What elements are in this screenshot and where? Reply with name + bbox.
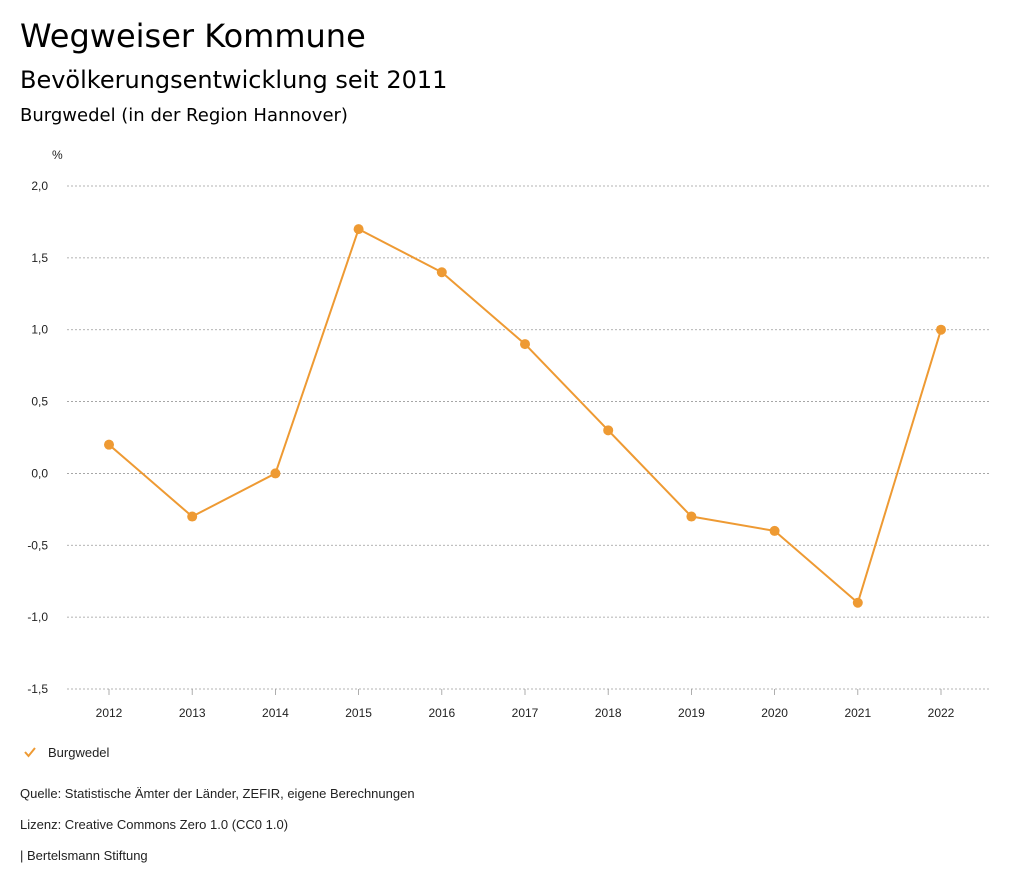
data-point-2013[interactable] [187,511,198,522]
source-text: Quelle: Statistische Ämter der Länder, Z… [20,786,415,801]
y-tick-label: 0,0 [31,466,48,480]
x-tick-label: 2021 [844,706,871,720]
y-tick-label: -1,5 [27,682,48,696]
y-tick-label: -1,0 [27,610,48,624]
license-text: Lizenz: Creative Commons Zero 1.0 (CC0 1… [20,817,289,832]
data-point-2015[interactable] [353,224,364,235]
x-axis-ticks: 2012 2013 2014 2015 2016 2017 2018 2019 2020 2021… [96,689,955,720]
x-tick-label: 2015 [345,706,372,720]
region-label: Burgwedel (in der Region Hannover) [20,105,348,126]
data-point-2017[interactable] [520,339,530,350]
data-point-2021[interactable] [852,597,863,608]
y-axis-ticks: 2,0 1,5 1,0 0,5 0,0 -0,5 -1,0 -1,5 [27,179,48,696]
x-tick-label: 2017 [512,706,539,720]
y-tick-label: -0,5 [27,538,48,552]
legend-item-burgwedel[interactable]: Burgwedel [22,744,109,760]
y-tick-label: 1,5 [31,251,48,265]
x-tick-label: 2019 [678,706,705,720]
data-point-2016[interactable] [436,267,447,278]
data-point-2018[interactable] [603,425,614,436]
legend-label: Burgwedel [48,744,110,760]
x-tick-label: 2013 [179,706,206,720]
data-point-2020[interactable] [769,525,780,536]
x-tick-label: 2016 [428,706,455,720]
series-line-burgwedel [108,228,942,604]
data-point-2014[interactable] [270,468,281,479]
publisher-text: | Bertelsmann Stiftung [20,848,148,863]
y-axis-unit: % [52,148,63,162]
data-point-2022[interactable] [936,324,946,335]
page-title: Wegweiser Kommune [20,17,366,55]
data-point-2019[interactable] [686,511,697,522]
y-tick-label: 2,0 [31,179,48,193]
grid-lines [67,185,990,690]
y-tick-label: 1,0 [31,323,48,337]
y-tick-label: 0,5 [31,395,48,409]
chart-subtitle: Bevölkerungsentwicklung seit 2011 [20,66,448,94]
x-tick-label: 2012 [96,706,123,720]
check-icon [24,747,36,758]
data-point-2012[interactable] [104,439,114,450]
x-tick-label: 2020 [761,706,788,720]
series-burgwedel [108,228,942,604]
data-points[interactable] [104,224,946,608]
x-tick-label: 2022 [928,706,955,720]
x-tick-label: 2018 [595,706,622,720]
x-tick-label: 2014 [262,706,289,720]
line-chart: 2,0 1,5 1,0 0,5 0,0 -0,5 -1,0 -1,5 2012 2013 2014… [27,148,990,720]
